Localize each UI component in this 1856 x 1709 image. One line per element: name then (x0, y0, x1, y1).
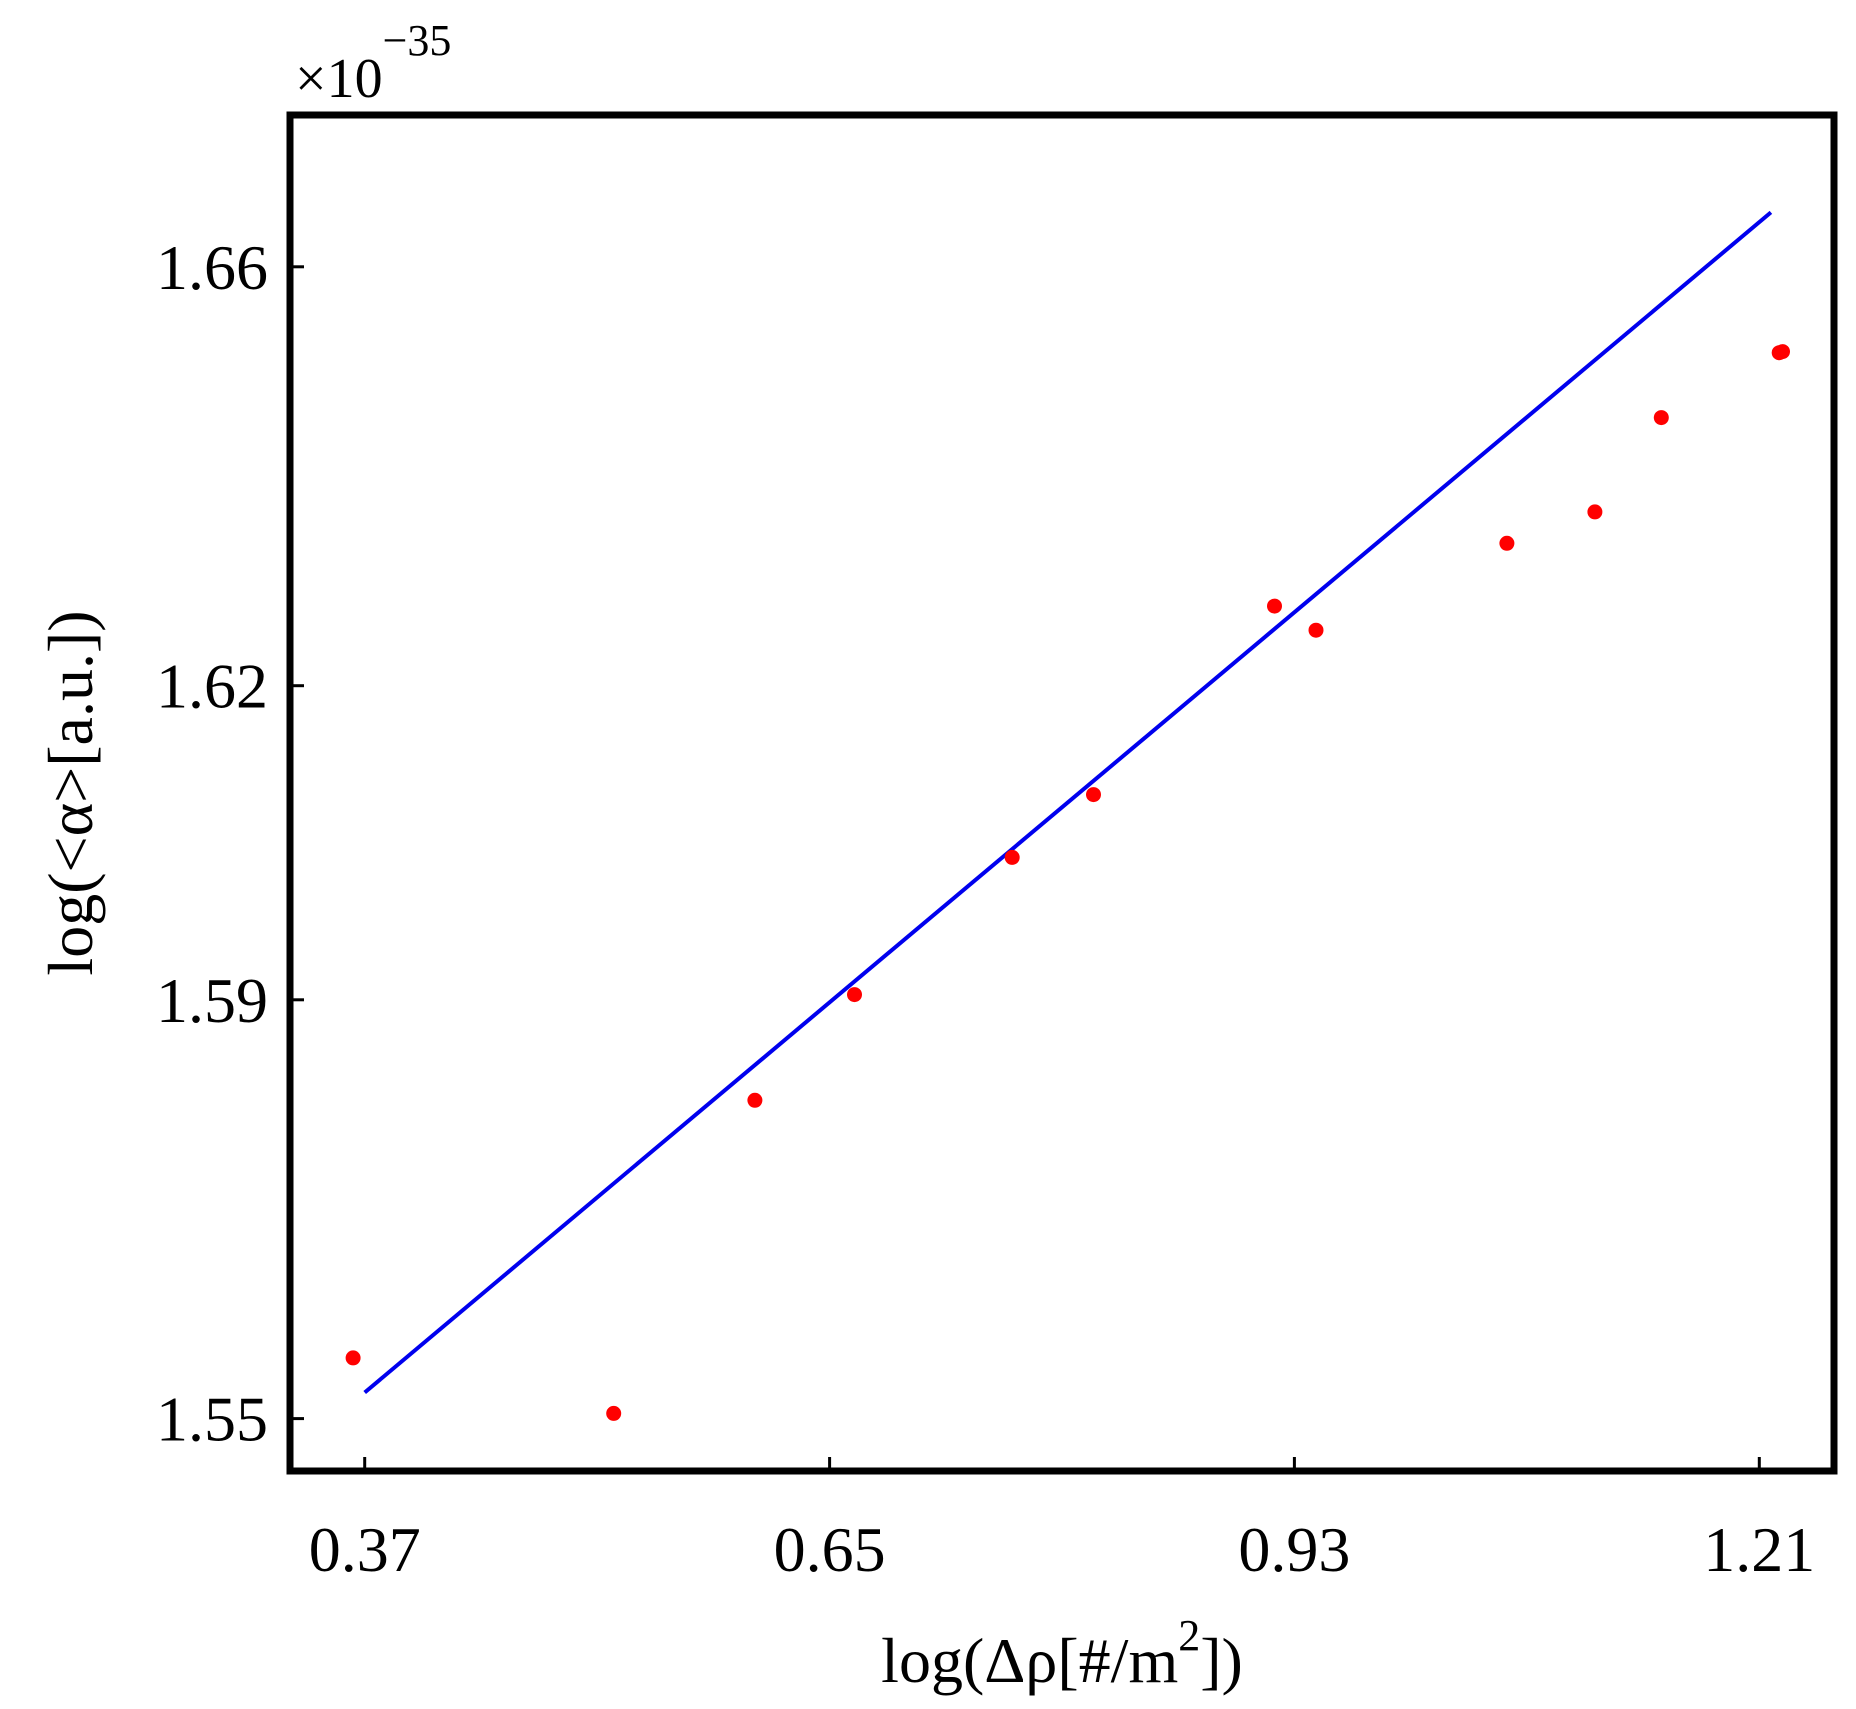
data-point (606, 1405, 622, 1421)
x-tick-label: 0.37 (309, 1514, 421, 1585)
x-tick-label: 1.21 (1703, 1514, 1815, 1585)
y-tick-label: 1.66 (156, 232, 268, 303)
data-point (1775, 344, 1790, 360)
data-point (1499, 535, 1515, 551)
data-point (1653, 410, 1669, 426)
x-tick-label: 0.65 (774, 1514, 886, 1585)
x-tick-label: 0.93 (1238, 1514, 1350, 1585)
y-tick-label: 1.55 (156, 1384, 268, 1455)
data-point (1308, 622, 1324, 638)
y-tick-label: 1.59 (156, 965, 268, 1036)
fit-line (363, 210, 1773, 1395)
x-axis-label-superscript: 2 (1178, 1611, 1200, 1660)
data-point (747, 1092, 763, 1108)
data-point (345, 1350, 361, 1366)
data-point (1086, 787, 1101, 803)
data-point (1587, 504, 1603, 520)
y-multiplier: ×10−35 (295, 16, 451, 110)
fit-line-layer (363, 210, 1773, 1395)
x-axis-label-suffix: ]) (1200, 1625, 1243, 1696)
data-point (1004, 849, 1020, 865)
y-axis-label: log(<α>[a.u.]) (35, 610, 106, 975)
plot-frame (286, 111, 1838, 1475)
data-point (1267, 598, 1282, 614)
y-axis-ticks: 1.55 1.59 1.62 1.66 (156, 232, 304, 1455)
x-axis-label: log(Δρ[#/m2]) (881, 1611, 1243, 1696)
y-multiplier-base: ×10 (295, 48, 383, 110)
y-tick-label: 1.62 (156, 651, 268, 722)
y-multiplier-exponent: −35 (383, 16, 452, 65)
data-points-layer (345, 344, 1790, 1421)
data-point (847, 987, 862, 1003)
x-axis-label-prefix: log(Δρ[#/m (881, 1625, 1178, 1696)
x-axis-ticks: 0.37 0.65 0.93 1.21 (309, 1457, 1815, 1585)
